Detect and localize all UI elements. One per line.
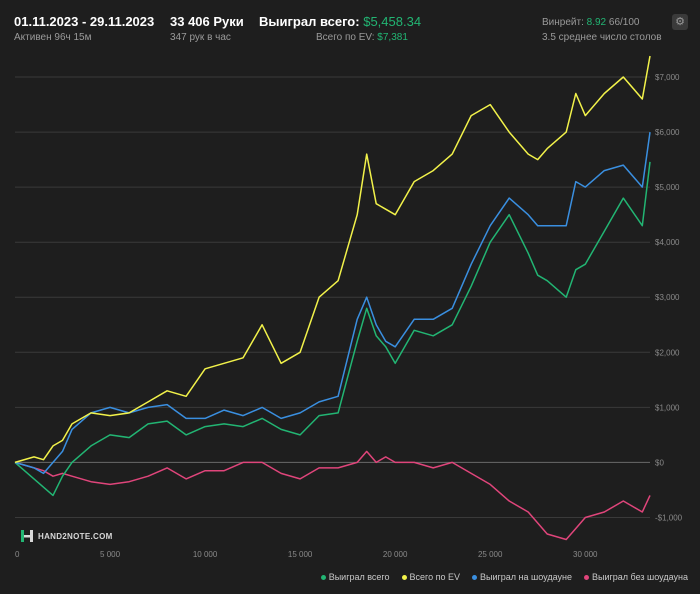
- chart-legend: Выиграл всего Всего по EV Выиграл на шоу…: [288, 570, 688, 584]
- series-non-showdown: [14, 450, 651, 541]
- x-tick-label: 0: [15, 550, 20, 559]
- ev-total-value: $7,381: [377, 32, 408, 43]
- legend-item-showdown[interactable]: Выиграл на шоудауне: [472, 570, 572, 584]
- x-tick-label: 20 000: [383, 550, 408, 559]
- average-tables: 3.5 среднее число столов: [542, 32, 662, 43]
- y-tick-label: $3,000: [655, 293, 680, 302]
- hands-per-hour: 347 рук в час: [170, 32, 231, 43]
- x-tick-label: 5 000: [100, 550, 121, 559]
- summary-header: 01.11.2023 - 29.11.2023 Активен 96ч 15м …: [0, 0, 700, 50]
- settings-gear-icon[interactable]: ⚙: [672, 14, 688, 30]
- x-tick-label: 30 000: [573, 550, 598, 559]
- y-tick-label: $6,000: [655, 128, 680, 137]
- legend-label-non-showdown: Выиграл без шоудауна: [592, 572, 688, 582]
- chart-axes: -$1,000 $0 $1,000 $2,000 $3,000 $4,000 $5,000 $…: [15, 73, 683, 559]
- hand2note-logo-icon: [21, 530, 33, 542]
- x-tick-label: 25 000: [478, 550, 503, 559]
- x-tick-label: 15 000: [288, 550, 313, 559]
- series-won-total: [14, 161, 651, 497]
- active-time: Активен 96ч 15м: [14, 32, 92, 43]
- won-total-value: $5,458.34: [363, 14, 422, 29]
- legend-label-showdown: Выиграл на шоудауне: [480, 572, 572, 582]
- y-tick-label: $5,000: [655, 183, 680, 192]
- legend-dot-won: [320, 574, 326, 580]
- legend-label-ev: Всего по EV: [409, 572, 461, 582]
- hands-count: 33 406 Руки: [170, 14, 244, 29]
- y-tick-label: $4,000: [655, 238, 680, 247]
- legend-dot-non-showdown: [584, 574, 589, 580]
- won-total-label: Выиграл всего:: [259, 14, 360, 29]
- winrate: Винрейт: 8.92 66/100: [542, 17, 639, 28]
- winrate-total: 66/100: [608, 17, 640, 28]
- ev-total-label: Всего по EV:: [316, 32, 375, 43]
- legend-item-non-showdown[interactable]: Выиграл без шоудауна: [584, 570, 688, 584]
- legend-item-ev[interactable]: Всего по EV: [401, 570, 461, 584]
- winrate-label: Винрейт:: [542, 17, 584, 28]
- legend-dot-ev: [401, 574, 407, 580]
- y-tick-label: $7,000: [655, 73, 680, 82]
- winrate-value: 8.92: [586, 17, 607, 28]
- series-showdown: [14, 131, 651, 475]
- hand2note-logo: HAND2NOTE.COM: [20, 528, 113, 544]
- legend-item-won[interactable]: Выиграл всего: [320, 570, 390, 584]
- hand2note-logo-text: HAND2NOTE.COM: [38, 531, 113, 541]
- chart-series: [14, 55, 651, 541]
- y-tick-label: $2,000: [655, 348, 680, 357]
- series-ev-total: [14, 55, 651, 464]
- y-tick-label: $0: [655, 458, 664, 467]
- won-total: Выиграл всего: $5,458.34: [259, 14, 421, 29]
- y-tick-label: $1,000: [655, 403, 680, 412]
- legend-label-won: Выиграл всего: [328, 572, 390, 582]
- date-range: 01.11.2023 - 29.11.2023: [14, 14, 155, 29]
- y-tick-label: -$1,000: [655, 513, 683, 522]
- x-tick-label: 10 000: [193, 550, 218, 559]
- legend-dot-showdown: [472, 574, 478, 580]
- ev-total: Всего по EV: $7,381: [316, 32, 408, 43]
- chart-grid: [15, 76, 650, 518]
